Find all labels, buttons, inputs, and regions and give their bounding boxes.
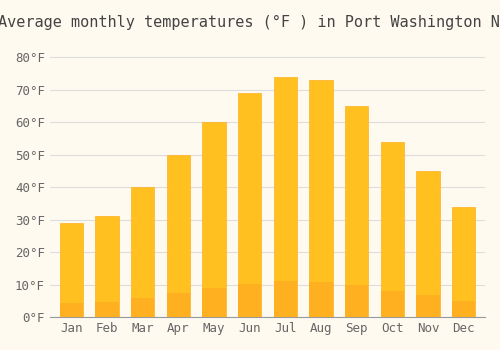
Bar [452, 301, 475, 317]
Bar [310, 281, 332, 317]
Bar [452, 206, 475, 317]
Bar [380, 142, 404, 317]
Bar [202, 288, 226, 317]
Title: Average monthly temperatures (°F ) in Port Washington North: Average monthly temperatures (°F ) in Po… [0, 15, 500, 30]
Bar [131, 187, 154, 317]
Bar [166, 293, 190, 317]
Bar [345, 286, 368, 317]
Bar [96, 302, 118, 317]
Bar [416, 295, 440, 317]
Bar [274, 77, 297, 317]
Bar [96, 216, 118, 317]
Bar [131, 298, 154, 317]
Bar [274, 281, 297, 317]
Bar [380, 291, 404, 317]
Bar [166, 155, 190, 317]
Bar [238, 284, 261, 317]
Bar [238, 93, 261, 317]
Bar [60, 223, 83, 317]
Bar [345, 106, 368, 317]
Bar [60, 303, 83, 317]
Bar [416, 171, 440, 317]
Bar [202, 122, 226, 317]
Bar [310, 80, 332, 317]
